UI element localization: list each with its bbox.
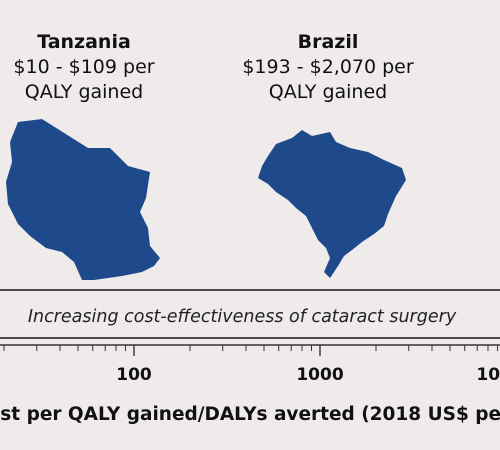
- brazil-shape: [258, 130, 406, 278]
- brazil-label: Brazil $193 - $2,070 per QALY gained: [226, 30, 430, 105]
- brazil-range: $193 - $2,070 per: [242, 56, 414, 78]
- tanzania-map: [6, 119, 160, 280]
- tanzania-range: $10 - $109 per: [13, 56, 155, 78]
- tanzania-name: Tanzania: [37, 31, 131, 53]
- tanzania-label: Tanzania $10 - $109 per QALY gained: [0, 30, 174, 105]
- tick-label: 100: [116, 365, 152, 385]
- brazil-unit: QALY gained: [268, 81, 388, 103]
- x-axis: 100 1000 10000: [0, 344, 500, 385]
- x-axis-title: Cost per QALY gained/DALYs averted (2018…: [0, 404, 500, 425]
- tanzania-unit: QALY gained: [24, 81, 144, 103]
- direction-banner: [0, 289, 500, 339]
- tanzania-shape: [6, 119, 160, 280]
- tick-label: 10000: [476, 365, 500, 385]
- brazil-map: [258, 130, 406, 278]
- brazil-name: Brazil: [297, 31, 359, 53]
- direction-label: Increasing cost-effectiveness of catarac…: [27, 307, 457, 327]
- tick-label: 1000: [296, 365, 343, 385]
